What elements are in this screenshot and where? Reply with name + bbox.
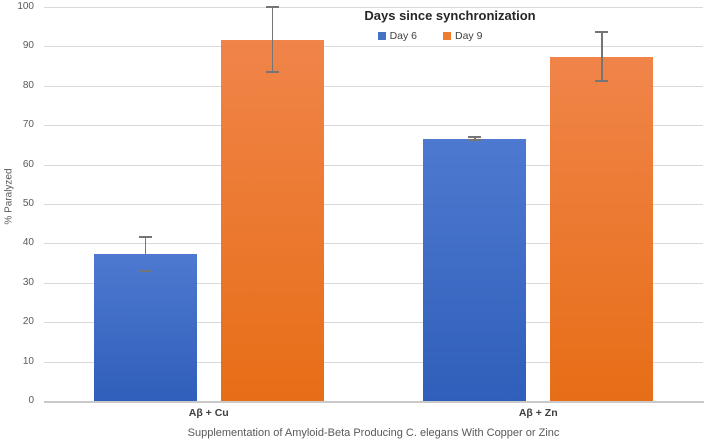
y-tick-label: 80 xyxy=(22,79,34,91)
chart-title: Supplementation of Amyloid-Beta Producin… xyxy=(187,427,560,439)
y-tick-label: 70 xyxy=(22,119,34,131)
error-bar-line xyxy=(265,6,279,8)
gridline xyxy=(44,322,703,324)
legend-title: Days since synchronization xyxy=(364,8,536,23)
legend-entry-label: Day 6 xyxy=(389,30,417,42)
gridline xyxy=(44,204,703,205)
y-tick-label: 30 xyxy=(22,276,34,288)
gridline xyxy=(44,85,703,87)
y-tick-label: 100 xyxy=(17,1,34,12)
legend-swatch xyxy=(377,32,386,40)
error-bar-line xyxy=(138,269,152,272)
legend-swatch xyxy=(443,32,451,40)
gridline xyxy=(44,46,703,48)
legend-entry-day9: Day 9 xyxy=(443,30,482,42)
x-category-label: Aβ + Zn xyxy=(518,407,558,419)
legend-entry-label: Day 9 xyxy=(455,30,483,42)
bar-day6-cu xyxy=(93,254,197,401)
bar-day6-zn xyxy=(423,138,527,401)
error-bar-line xyxy=(468,139,482,142)
error-bar-line xyxy=(138,236,152,239)
error-bar-line xyxy=(474,137,476,141)
x-axis-line xyxy=(44,401,704,403)
y-tick-label: 20 xyxy=(22,316,34,328)
legend-entries: Day 6 Day 9 xyxy=(260,30,600,42)
gridline xyxy=(44,243,703,245)
error-bar-line xyxy=(271,7,273,73)
bar-day9-zn xyxy=(550,56,654,401)
bar-day9-cu xyxy=(220,39,324,401)
legend: Days since synchronization Day 6 Day 9 xyxy=(300,8,600,42)
error-bar-line xyxy=(468,136,482,139)
y-tick-label: 90 xyxy=(22,40,34,52)
gridline xyxy=(44,125,703,127)
error-bar-line xyxy=(595,31,609,34)
gridline xyxy=(44,7,703,8)
legend-entry-day6: Day 6 xyxy=(377,30,417,42)
y-tick-label: 10 xyxy=(22,355,34,367)
y-tick-label: 40 xyxy=(22,237,34,249)
error-bar-line xyxy=(265,71,279,74)
error-bar-line xyxy=(595,80,609,83)
error-bar-line xyxy=(601,32,603,82)
error-bar-line xyxy=(144,237,146,271)
y-tick-label: 60 xyxy=(22,158,34,170)
gridline xyxy=(44,164,703,166)
gridline xyxy=(44,361,703,363)
y-tick-label: 50 xyxy=(22,198,34,209)
y-tick-label: 0 xyxy=(28,395,34,406)
gridline xyxy=(44,282,703,284)
x-category-label: Aβ + Cu xyxy=(188,407,229,419)
